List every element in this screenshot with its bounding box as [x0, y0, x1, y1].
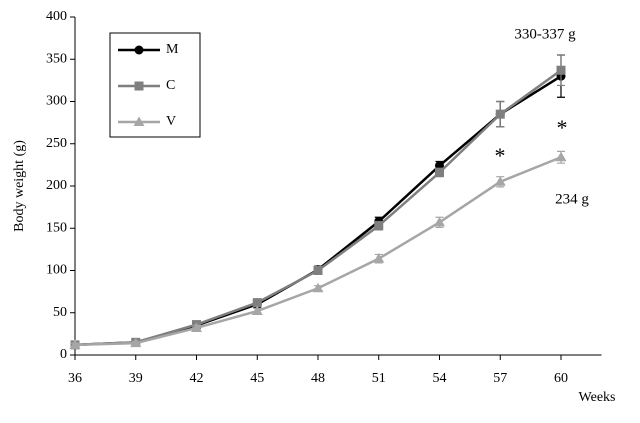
series-line [74, 156, 562, 347]
annotation: 330-337 g [514, 26, 576, 42]
y-tick-label: 50 [53, 305, 67, 320]
marker [130, 337, 142, 348]
marker [556, 65, 566, 75]
marker [69, 339, 81, 349]
marker [555, 151, 567, 162]
marker [434, 216, 445, 227]
x-tick-label: 54 [433, 371, 447, 386]
marker [373, 253, 385, 263]
y-tick-label: 250 [46, 136, 67, 151]
marker [251, 305, 263, 316]
legend-label: C [166, 78, 175, 93]
marker [435, 167, 444, 177]
marker [134, 81, 144, 91]
y-tick-label: 100 [46, 263, 67, 278]
x-tick-label: 57 [493, 371, 507, 386]
marker [313, 266, 323, 275]
y-axis-label: Body weight (g) [12, 140, 27, 232]
marker [494, 176, 506, 186]
y-tick-label: 0 [60, 347, 67, 362]
x-tick-label: 51 [372, 371, 386, 386]
marker [134, 45, 144, 55]
annotation: * [557, 115, 568, 140]
y-tick-label: 350 [46, 51, 67, 66]
x-axis-label: Weeks [579, 390, 616, 405]
marker [374, 221, 384, 231]
x-tick-label: 39 [129, 371, 143, 386]
x-tick-label: 42 [190, 371, 204, 386]
marker [191, 322, 202, 332]
x-tick-label: 45 [250, 371, 264, 386]
y-tick-label: 400 [46, 9, 67, 24]
annotation: * [495, 143, 506, 168]
annotation: 234 g [555, 191, 589, 207]
marker [252, 298, 262, 308]
legend-label: M [166, 42, 179, 57]
x-tick-label: 60 [554, 371, 568, 386]
x-tick-label: 36 [68, 371, 82, 386]
y-tick-label: 150 [46, 220, 67, 235]
marker [495, 109, 505, 119]
x-tick-label: 48 [311, 371, 325, 386]
legend-label: V [166, 114, 176, 129]
marker [312, 282, 324, 293]
y-tick-label: 300 [46, 94, 67, 109]
marker [133, 116, 145, 126]
y-tick-label: 200 [46, 178, 67, 193]
